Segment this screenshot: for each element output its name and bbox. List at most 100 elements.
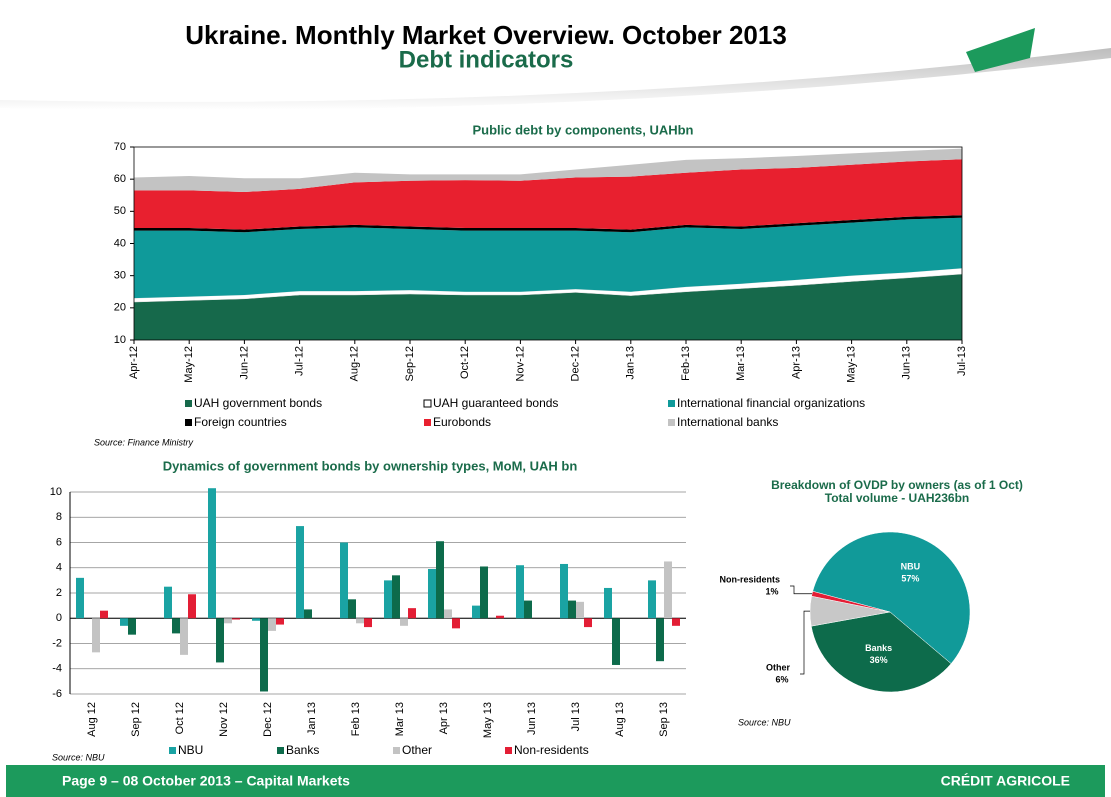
x-tick-label: Mar-13 bbox=[735, 346, 747, 381]
bar bbox=[180, 618, 188, 655]
x-tick-label: Oct-12 bbox=[459, 346, 471, 379]
area bbox=[134, 274, 962, 340]
y-tick-label: 20 bbox=[114, 302, 126, 314]
y-tick-label: 2 bbox=[56, 587, 62, 599]
x-tick-label: Dec-12 bbox=[570, 346, 582, 381]
bar bbox=[296, 526, 304, 619]
legend-label: International banks bbox=[677, 415, 778, 429]
y-tick-label: -6 bbox=[52, 688, 62, 700]
x-tick-label: May-12 bbox=[183, 346, 195, 383]
slice-label: Banks bbox=[865, 643, 892, 653]
source: Source: NBU bbox=[738, 717, 791, 727]
area bbox=[134, 268, 962, 303]
header-shadow bbox=[0, 48, 1111, 110]
x-tick-label: Jul 13 bbox=[570, 702, 582, 731]
legend-label: NBU bbox=[178, 743, 203, 757]
legend-label: Non-residents bbox=[514, 743, 589, 757]
x-tick-label: Nov 12 bbox=[218, 702, 230, 737]
bar bbox=[444, 609, 452, 619]
bar bbox=[584, 618, 592, 628]
area bbox=[134, 159, 962, 230]
bar bbox=[92, 618, 100, 653]
y-tick-label: 50 bbox=[114, 205, 126, 217]
y-tick-label: 30 bbox=[114, 270, 126, 282]
bar bbox=[268, 618, 276, 631]
bar bbox=[224, 618, 232, 624]
chart-title: Breakdown of OVDP by owners (as of 1 Oct… bbox=[771, 478, 1023, 492]
legend-label: Banks bbox=[286, 743, 319, 757]
slice-value: 36% bbox=[870, 655, 888, 665]
bar bbox=[568, 600, 576, 619]
legend-label: International financial organizations bbox=[677, 396, 865, 410]
bar bbox=[172, 618, 180, 634]
chart-title: Public debt by components, UAHbn bbox=[472, 122, 693, 137]
y-tick-label: 10 bbox=[114, 334, 126, 346]
x-tick-label: Nov-12 bbox=[514, 346, 526, 381]
footer-page: Page 9 – 08 October 2013 – Capital Marke… bbox=[62, 773, 350, 789]
bar bbox=[100, 610, 108, 619]
x-tick-label: Jul-12 bbox=[294, 346, 306, 376]
legend-swatch bbox=[424, 419, 431, 426]
area bbox=[134, 148, 962, 193]
bar bbox=[672, 618, 680, 626]
bar bbox=[340, 542, 348, 619]
bar bbox=[276, 618, 284, 625]
legend-swatch bbox=[393, 747, 400, 754]
leader-line bbox=[790, 585, 813, 595]
bar bbox=[428, 569, 436, 619]
x-tick-label: Jan 13 bbox=[306, 702, 318, 735]
y-tick-label: -4 bbox=[52, 663, 62, 675]
bar bbox=[260, 618, 268, 692]
bar bbox=[400, 618, 408, 626]
bar bbox=[612, 618, 620, 665]
x-tick-label: Apr 13 bbox=[438, 702, 450, 734]
x-tick-label: Apr-13 bbox=[790, 346, 802, 379]
legend-swatch bbox=[668, 400, 675, 407]
bar bbox=[304, 609, 312, 619]
source: Source: NBU bbox=[52, 752, 105, 762]
chart-title: Dynamics of government bonds by ownershi… bbox=[163, 458, 578, 473]
legend-label: UAH guaranteed bonds bbox=[433, 396, 558, 410]
x-tick-label: Feb 13 bbox=[350, 702, 362, 736]
plot-area bbox=[134, 148, 962, 340]
y-tick-label: 40 bbox=[114, 237, 126, 249]
x-tick-label: Jun-13 bbox=[901, 346, 913, 380]
legend-swatch bbox=[668, 419, 675, 426]
bar bbox=[216, 618, 224, 663]
source: Source: Finance Ministry bbox=[94, 437, 194, 447]
x-tick-label: Jan-13 bbox=[625, 346, 637, 380]
bar bbox=[128, 618, 136, 635]
legend-swatch bbox=[185, 419, 192, 426]
bar bbox=[348, 599, 356, 619]
x-tick-label: May 13 bbox=[482, 702, 494, 738]
bar bbox=[164, 586, 172, 619]
bar bbox=[496, 615, 504, 619]
y-tick-label: 10 bbox=[50, 486, 62, 498]
pie-slice bbox=[810, 611, 952, 693]
bar bbox=[76, 577, 84, 619]
bar bbox=[656, 618, 664, 662]
bar bbox=[252, 618, 260, 621]
bar bbox=[516, 565, 524, 619]
bar bbox=[120, 618, 128, 626]
x-tick-label: Sep-12 bbox=[404, 346, 416, 381]
bar bbox=[472, 605, 480, 619]
legend-swatch bbox=[169, 747, 176, 754]
footer-brand: CRÉDIT AGRICOLE bbox=[941, 773, 1070, 789]
bar bbox=[384, 580, 392, 619]
footer-bar bbox=[6, 765, 1105, 797]
bar bbox=[356, 618, 364, 624]
x-tick-label: Jun-12 bbox=[238, 346, 250, 380]
bar bbox=[188, 594, 196, 619]
x-tick-label: Aug 12 bbox=[86, 702, 98, 737]
x-tick-label: Mar 13 bbox=[394, 702, 406, 736]
bar bbox=[664, 561, 672, 619]
page-subtitle: Debt indicators bbox=[399, 46, 574, 73]
legend-label: UAH government bonds bbox=[194, 396, 322, 410]
leader-line bbox=[800, 610, 811, 675]
y-tick-label: -2 bbox=[52, 637, 62, 649]
page-title: Ukraine. Monthly Market Overview. Octobe… bbox=[185, 20, 787, 50]
bar bbox=[560, 563, 568, 619]
x-tick-label: Jun 13 bbox=[526, 702, 538, 735]
